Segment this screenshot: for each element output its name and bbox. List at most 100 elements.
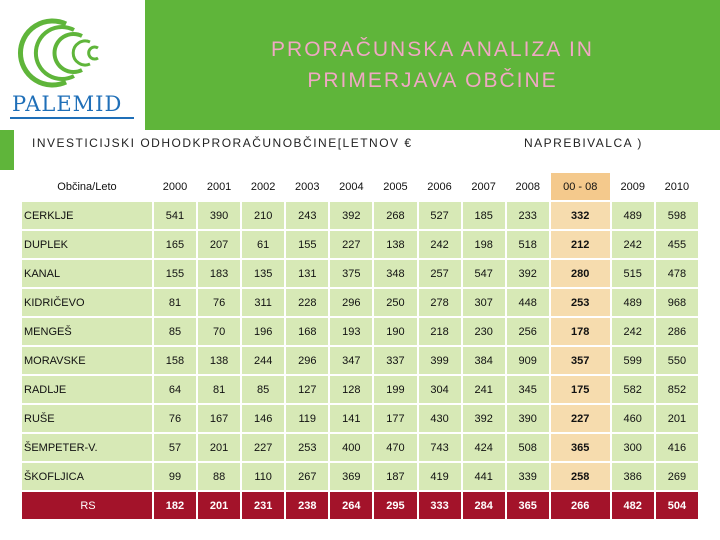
municipality-name: ŠKOFLJICA: [22, 463, 152, 490]
header-year: 2006: [418, 173, 461, 200]
value-cell: 284: [462, 492, 505, 519]
value-cell: 138: [374, 231, 417, 258]
value-cell: 390: [198, 202, 241, 229]
value-cell: 280: [550, 260, 610, 287]
value-cell: 357: [550, 347, 610, 374]
municipality-name: RS: [22, 492, 152, 519]
value-cell: 743: [418, 434, 461, 461]
value-cell: 399: [418, 347, 461, 374]
value-cell: 210: [242, 202, 285, 229]
value-cell: 243: [286, 202, 329, 229]
title-line-2: PRIMERJAVA OBČINE: [307, 69, 558, 92]
value-cell: 242: [611, 318, 654, 345]
municipality-name: DUPLEK: [22, 231, 152, 258]
value-cell: 81: [198, 376, 241, 403]
value-cell: 81: [153, 289, 197, 316]
value-cell: 241: [462, 376, 505, 403]
header-year: 2010: [655, 173, 698, 200]
palemid-logo-icon: [17, 18, 99, 88]
table-row: CERKLJE 541 390 210 243 392 268 527 185 233 332 489…: [22, 202, 698, 229]
value-cell: 365: [550, 434, 610, 461]
value-cell: 182: [153, 492, 197, 519]
value-cell: 253: [550, 289, 610, 316]
title-line-1: PRORAČUNSKA ANALIZA IN: [271, 38, 594, 61]
table-header-row: Občina/Leto 2000 2001 2002 2003 2004 2005 2006 2…: [22, 173, 698, 200]
value-cell: 165: [153, 231, 197, 258]
value-cell: 369: [330, 463, 373, 490]
value-cell: 175: [550, 376, 610, 403]
value-cell: 167: [198, 405, 241, 432]
municipality-name: MENGEŠ: [22, 318, 152, 345]
municipality-name: KIDRIČEVO: [22, 289, 152, 316]
municipality-name: KANAL: [22, 260, 152, 287]
municipality-name: MORAVSKE: [22, 347, 152, 374]
value-cell: 119: [286, 405, 329, 432]
value-cell: 233: [506, 202, 549, 229]
header-year: 2002: [242, 173, 285, 200]
value-cell: 256: [506, 318, 549, 345]
value-cell: 257: [418, 260, 461, 287]
value-cell: 460: [611, 405, 654, 432]
value-cell: 127: [286, 376, 329, 403]
value-cell: 286: [655, 318, 698, 345]
value-cell: 198: [462, 231, 505, 258]
value-cell: 238: [286, 492, 329, 519]
value-cell: 852: [655, 376, 698, 403]
value-cell: 168: [286, 318, 329, 345]
value-cell: 131: [286, 260, 329, 287]
value-cell: 264: [330, 492, 373, 519]
value-cell: 231: [242, 492, 285, 519]
header-year: 2007: [462, 173, 505, 200]
header-banner: PALEMID PRORAČUNSKA ANALIZA IN PRIMERJAV…: [0, 0, 720, 130]
value-cell: 550: [655, 347, 698, 374]
value-cell: 76: [153, 405, 197, 432]
value-cell: 295: [374, 492, 417, 519]
value-cell: 155: [286, 231, 329, 258]
value-cell: 177: [374, 405, 417, 432]
value-cell: 85: [153, 318, 197, 345]
value-cell: 212: [550, 231, 610, 258]
value-cell: 250: [374, 289, 417, 316]
value-cell: 392: [462, 405, 505, 432]
value-cell: 307: [462, 289, 505, 316]
table-row: MORAVSKE 158 138 244 296 347 337 399 384 909 357 59…: [22, 347, 698, 374]
value-cell: 311: [242, 289, 285, 316]
value-cell: 193: [330, 318, 373, 345]
value-cell: 332: [550, 202, 610, 229]
value-cell: 455: [655, 231, 698, 258]
value-cell: 386: [611, 463, 654, 490]
value-cell: 337: [374, 347, 417, 374]
table-body: CERKLJE 541 390 210 243 392 268 527 185 233 332 489…: [22, 202, 698, 519]
value-cell: 541: [153, 202, 197, 229]
value-cell: 347: [330, 347, 373, 374]
value-cell: 88: [198, 463, 241, 490]
value-cell: 135: [242, 260, 285, 287]
municipality-name: ŠEMPETER-V.: [22, 434, 152, 461]
value-cell: 478: [655, 260, 698, 287]
value-cell: 267: [286, 463, 329, 490]
value-cell: 183: [198, 260, 241, 287]
subtitle-right: NAPREBIVALCA ): [524, 136, 643, 150]
value-cell: 218: [418, 318, 461, 345]
value-cell: 146: [242, 405, 285, 432]
header-year: 2001: [198, 173, 241, 200]
table-row: KANAL 155 183 135 131 375 348 257 547 392 280 515 47…: [22, 260, 698, 287]
value-cell: 430: [418, 405, 461, 432]
value-cell: 128: [330, 376, 373, 403]
value-cell: 296: [286, 347, 329, 374]
value-cell: 968: [655, 289, 698, 316]
value-cell: 185: [462, 202, 505, 229]
value-cell: 64: [153, 376, 197, 403]
value-cell: 375: [330, 260, 373, 287]
value-cell: 85: [242, 376, 285, 403]
value-cell: 424: [462, 434, 505, 461]
header-year: 2009: [611, 173, 654, 200]
value-cell: 365: [506, 492, 549, 519]
page-title: PRORAČUNSKA ANALIZA IN PRIMERJAVA OBČINE: [145, 34, 720, 96]
logo-text: PALEMID: [12, 92, 123, 116]
value-cell: 482: [611, 492, 654, 519]
value-cell: 333: [418, 492, 461, 519]
value-cell: 201: [198, 434, 241, 461]
left-accent-stripe: [0, 130, 14, 170]
value-cell: 141: [330, 405, 373, 432]
